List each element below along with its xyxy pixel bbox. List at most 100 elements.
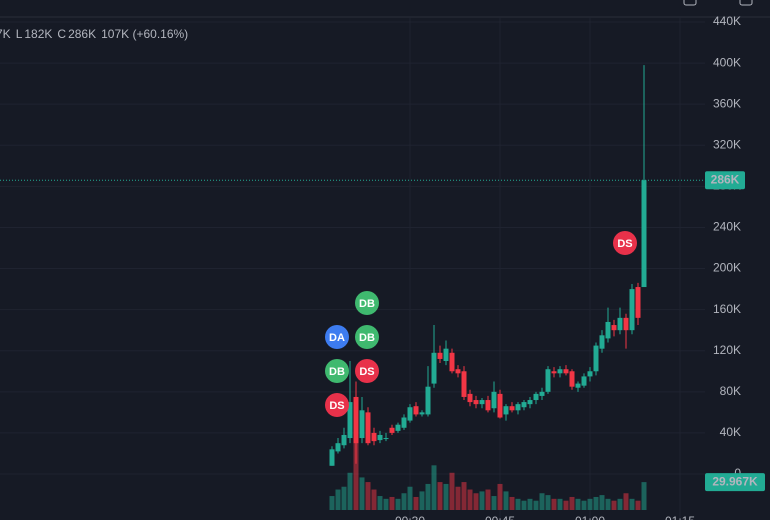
candle-body bbox=[467, 393, 473, 403]
volume-bar bbox=[395, 498, 401, 510]
toolbar-icon[interactable] bbox=[739, 0, 753, 6]
volume-bar bbox=[479, 491, 485, 510]
y-tick-label: 160K bbox=[713, 302, 741, 316]
candle-body bbox=[389, 427, 395, 433]
volume-bar bbox=[533, 500, 539, 510]
legend-text: 7K bbox=[0, 27, 11, 41]
candle-body bbox=[365, 412, 371, 444]
y-tick-label: 360K bbox=[713, 96, 741, 110]
trade-marker bbox=[355, 325, 379, 349]
candle-body bbox=[503, 406, 509, 415]
volume-bar bbox=[425, 483, 431, 510]
candle-body bbox=[629, 289, 635, 331]
volume-bar bbox=[467, 489, 473, 510]
trade-marker-label: DB bbox=[359, 332, 375, 344]
candle-body bbox=[377, 434, 383, 441]
candle-body bbox=[401, 417, 407, 428]
y-tick-label: 40K bbox=[720, 425, 741, 439]
trade-marker bbox=[613, 231, 637, 255]
candle-body bbox=[521, 402, 527, 408]
candle-body bbox=[581, 376, 587, 386]
volume-bar bbox=[359, 477, 365, 510]
volume-bar bbox=[581, 500, 587, 510]
candle-body bbox=[443, 348, 449, 361]
x-tick-label: 00:45 bbox=[485, 514, 515, 520]
candle-body bbox=[623, 317, 629, 331]
candle-body bbox=[575, 383, 581, 388]
trade-marker bbox=[355, 359, 379, 383]
volume-bar bbox=[473, 493, 479, 510]
toolbar-icon[interactable] bbox=[683, 0, 697, 6]
candle-body bbox=[599, 335, 605, 349]
trade-marker bbox=[355, 291, 379, 315]
volume-bar bbox=[491, 496, 497, 510]
candle-body bbox=[329, 449, 335, 466]
trade-marker-label: DB bbox=[359, 298, 375, 310]
trade-marker-label: DS bbox=[329, 400, 344, 412]
candle-body bbox=[587, 371, 593, 377]
candle-body bbox=[383, 438, 389, 440]
volume-bar bbox=[449, 472, 455, 510]
candle-body bbox=[515, 404, 521, 411]
legend-text: 286K bbox=[68, 27, 96, 41]
volume-bar bbox=[383, 498, 389, 510]
price-badge-label: 286K bbox=[711, 172, 740, 186]
candle-body bbox=[395, 424, 401, 431]
volume-bar bbox=[545, 495, 551, 510]
candle-body bbox=[353, 396, 359, 444]
volume-bar bbox=[569, 496, 575, 510]
x-tick-label: 00:30 bbox=[395, 514, 425, 520]
legend-text: 107K (+60.16%) bbox=[101, 27, 188, 41]
candle-body bbox=[359, 410, 365, 439]
legend-text: 182K bbox=[24, 27, 52, 41]
volume-bar bbox=[605, 498, 611, 510]
volume-bar bbox=[611, 500, 617, 510]
volume-bar bbox=[527, 498, 533, 510]
candle-body bbox=[641, 180, 647, 288]
volume-bar bbox=[437, 482, 443, 510]
y-tick-label: 120K bbox=[713, 343, 741, 357]
y-tick-label: 80K bbox=[720, 384, 741, 398]
candle-body bbox=[605, 321, 611, 339]
candle-body bbox=[431, 352, 437, 384]
volume-bar bbox=[485, 489, 491, 510]
volume-bar bbox=[401, 493, 407, 510]
volume-bar bbox=[503, 491, 509, 510]
candle-body bbox=[539, 391, 545, 396]
volume-bar bbox=[371, 489, 377, 510]
volume-bar bbox=[377, 496, 383, 510]
volume-bar bbox=[365, 482, 371, 510]
y-tick-label: 320K bbox=[713, 137, 741, 151]
trade-marker bbox=[325, 393, 349, 417]
volume-bar bbox=[461, 482, 467, 510]
candle-body bbox=[341, 434, 347, 446]
candle-body bbox=[425, 386, 431, 415]
volume-bar bbox=[443, 483, 449, 510]
volume-bar bbox=[635, 500, 641, 510]
trade-marker bbox=[325, 359, 349, 383]
candle-body bbox=[593, 345, 599, 372]
candle-body bbox=[419, 412, 425, 415]
volume-bar bbox=[599, 495, 605, 510]
volume-bar bbox=[347, 472, 353, 510]
volume-bar bbox=[575, 498, 581, 510]
volume-bar bbox=[455, 486, 461, 510]
volume-bar bbox=[539, 493, 545, 510]
x-tick-label: 01:00 bbox=[575, 514, 605, 520]
volume-bar bbox=[413, 496, 419, 510]
candle-body bbox=[551, 371, 557, 374]
candle-body bbox=[371, 432, 377, 442]
volume-bar bbox=[623, 493, 629, 510]
candle-body bbox=[413, 406, 419, 415]
volume-bar bbox=[497, 483, 503, 510]
candle-body bbox=[569, 371, 575, 387]
candle-body bbox=[635, 287, 641, 318]
candle-body bbox=[347, 402, 353, 439]
volume-bar bbox=[617, 498, 623, 510]
volume-bar bbox=[557, 498, 563, 510]
legend-text: L bbox=[16, 27, 23, 41]
volume-badge-label: 29.967K bbox=[712, 474, 758, 488]
candle-body bbox=[527, 400, 533, 405]
